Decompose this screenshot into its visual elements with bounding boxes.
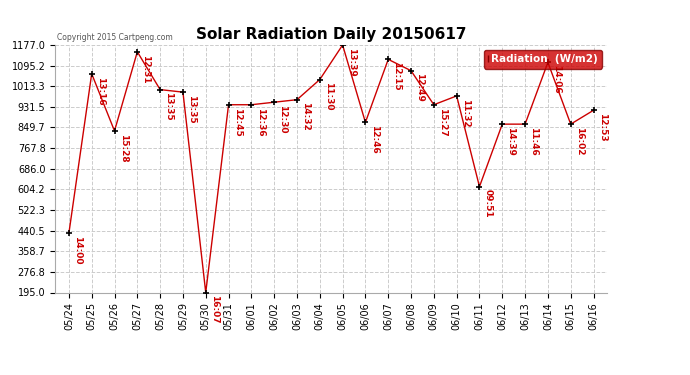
- Text: 14:00: 14:00: [73, 236, 82, 264]
- Text: 13:35: 13:35: [187, 95, 196, 123]
- Text: 15:28: 15:28: [119, 134, 128, 162]
- Text: 11:46: 11:46: [529, 127, 538, 156]
- Legend: Radiation  (W/m2): Radiation (W/m2): [484, 50, 602, 69]
- Text: 13:35: 13:35: [164, 92, 173, 121]
- Text: 12:53: 12:53: [598, 113, 607, 142]
- Text: 16:02: 16:02: [575, 127, 584, 155]
- Text: 14:06: 14:06: [552, 65, 561, 94]
- Text: 14:39: 14:39: [506, 127, 515, 156]
- Text: 13:39: 13:39: [347, 48, 356, 76]
- Text: 15:27: 15:27: [438, 108, 447, 136]
- Text: 11:30: 11:30: [324, 82, 333, 111]
- Text: 12:30: 12:30: [278, 105, 287, 134]
- Title: Solar Radiation Daily 20150617: Solar Radiation Daily 20150617: [196, 27, 466, 42]
- Text: 11:32: 11:32: [461, 99, 470, 128]
- Text: 16:07: 16:07: [210, 295, 219, 324]
- Text: 12:45: 12:45: [233, 108, 241, 136]
- Text: Copyright 2015 Cartpeng.com: Copyright 2015 Cartpeng.com: [57, 33, 173, 42]
- Text: 12:15: 12:15: [393, 62, 402, 91]
- Text: 09:51: 09:51: [484, 189, 493, 218]
- Text: 12:31: 12:31: [141, 55, 150, 83]
- Text: 12:49: 12:49: [415, 74, 424, 102]
- Text: 14:32: 14:32: [301, 102, 310, 131]
- Text: 12:46: 12:46: [370, 125, 379, 154]
- Text: 12:36: 12:36: [255, 108, 264, 136]
- Text: 13:16: 13:16: [96, 76, 105, 105]
